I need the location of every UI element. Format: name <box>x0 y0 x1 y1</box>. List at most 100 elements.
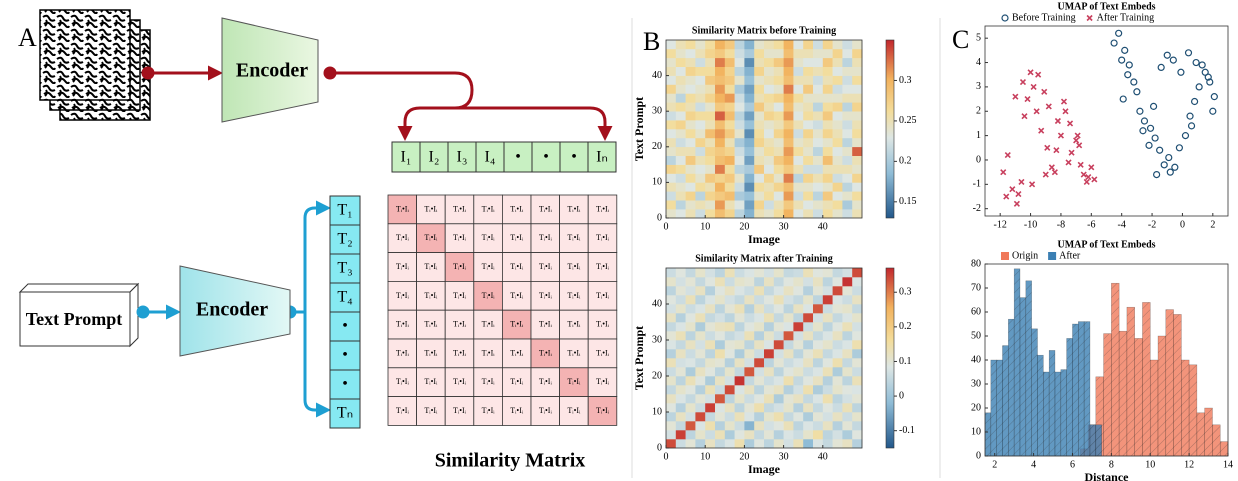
plot-area <box>1000 29 1218 207</box>
heatmap-cell <box>813 304 824 314</box>
heatmap-cell <box>715 367 726 377</box>
heatmap-cell <box>832 66 843 76</box>
matrix-cell <box>473 280 503 311</box>
heatmap-cell <box>822 200 833 210</box>
heatmap-cell <box>715 376 726 386</box>
heatmap-cell <box>852 75 863 85</box>
y-tick-label: 30 <box>652 105 662 116</box>
heatmap-cell <box>666 146 677 156</box>
heatmap-cell <box>832 209 843 219</box>
heatmap-cell <box>803 322 814 332</box>
heatmap-cell <box>832 137 843 148</box>
heatmap-cell <box>842 66 853 76</box>
heatmap-cell <box>744 412 755 422</box>
heatmap-cell <box>744 146 755 156</box>
heatmap-cell <box>685 268 696 278</box>
scatter-point <box>1125 61 1133 69</box>
heatmap-cell <box>724 421 735 431</box>
scatter-point <box>1157 63 1165 72</box>
heatmap-cell <box>695 164 706 174</box>
heatmap-cell <box>705 331 716 341</box>
panel-label: A <box>18 23 37 52</box>
heatmap-cell <box>744 137 755 148</box>
heatmap-cell <box>734 421 745 431</box>
heatmap-cell <box>842 340 853 350</box>
y-tick-label: 30 <box>652 334 662 345</box>
image-encoder-shape <box>221 17 319 123</box>
colorbar-tick-label: 0.25 <box>899 115 917 126</box>
scatter-point <box>1000 169 1007 176</box>
colorbar-tick-label: 0.3 <box>899 287 912 298</box>
plot-frame <box>984 25 1229 217</box>
matrix-cell <box>416 252 446 282</box>
heatmap-cell <box>773 295 784 305</box>
scatter-point <box>1140 117 1149 125</box>
text-token-label: T₄ <box>337 289 353 306</box>
heatmap-cell <box>832 120 843 130</box>
scatter-point <box>1051 169 1058 176</box>
heatmap-cell <box>813 367 824 377</box>
heatmap-cell <box>852 146 863 156</box>
heatmap-cell <box>852 340 863 350</box>
heatmap-cell <box>685 340 696 350</box>
heatmap-cell <box>675 340 686 350</box>
histogram-bar <box>1048 350 1056 457</box>
heatmap-cell <box>813 111 824 121</box>
heatmap-cell <box>783 367 794 377</box>
matrix-cell <box>387 367 418 397</box>
heatmap-cell <box>803 277 814 287</box>
heatmap-cell <box>734 102 745 112</box>
heatmap-cell <box>744 66 755 76</box>
heatmap-cell <box>813 200 824 210</box>
heatmap-cell <box>734 111 745 121</box>
heatmap-cell <box>724 146 735 156</box>
heatmap-cell <box>842 358 853 368</box>
heatmap-cell <box>852 129 863 139</box>
heatmap-cell <box>754 421 765 431</box>
heatmap-cell <box>705 304 716 314</box>
matrix-cell-label: Tᵢ•Iᵢ <box>510 233 524 242</box>
heatmap-cell <box>685 304 696 314</box>
heatmap-cell <box>695 75 706 85</box>
heatmap-cell <box>793 403 804 413</box>
chart-title: Similarity Matrix before Training <box>692 25 836 36</box>
heatmap-cell <box>822 182 833 192</box>
x-tick-label: -4 <box>1118 219 1126 230</box>
heatmap-cell <box>764 340 775 350</box>
scatter-point <box>1054 117 1061 125</box>
histogram-bar <box>1031 328 1038 457</box>
heatmap-cell <box>724 164 735 174</box>
heatmap-cell <box>813 164 824 174</box>
matrix-cell <box>416 194 446 225</box>
heatmap-cell <box>666 394 677 404</box>
heatmap-cell <box>842 48 853 59</box>
matrix-cell-label: Tᵢ•Iᵢ <box>424 320 438 329</box>
heatmap-cell <box>715 313 726 323</box>
heatmap-cell <box>793 331 804 341</box>
heatmap-cell <box>793 191 804 201</box>
heatmap-cell <box>803 40 814 50</box>
matrix-cell-label: Tᵢ•Iᵢ <box>424 233 438 242</box>
heatmap-cell <box>832 394 843 404</box>
heatmap-cell <box>793 430 804 440</box>
heatmap-cell <box>813 331 824 341</box>
matrix-cell-label: Tᵢ•Iᵢ <box>453 233 467 242</box>
colorbar-tick-label: -0.1 <box>899 425 915 436</box>
heatmap-cell <box>754 340 765 350</box>
x-tick-label: 8 <box>1109 459 1114 470</box>
heatmap-cell <box>813 173 824 183</box>
y-tick-label: 3 <box>976 81 981 92</box>
heatmap-cell <box>744 367 755 377</box>
heatmap-cell <box>666 102 677 112</box>
heatmap-cell <box>764 93 775 103</box>
matrix-cell-label: Tᵢ•Iᵢ <box>396 204 410 213</box>
x-tick-label: -6 <box>1087 219 1095 230</box>
heatmap-cell <box>832 385 843 395</box>
heatmap-cell <box>754 430 765 440</box>
heatmap-cell <box>842 322 853 332</box>
heatmap-cell <box>675 331 686 341</box>
heatmap-cell <box>695 358 706 368</box>
matrix-cell-label: Tᵢ•Iᵢ <box>482 204 496 213</box>
heatmap-cell <box>685 102 696 112</box>
heatmap-cell <box>695 349 706 359</box>
